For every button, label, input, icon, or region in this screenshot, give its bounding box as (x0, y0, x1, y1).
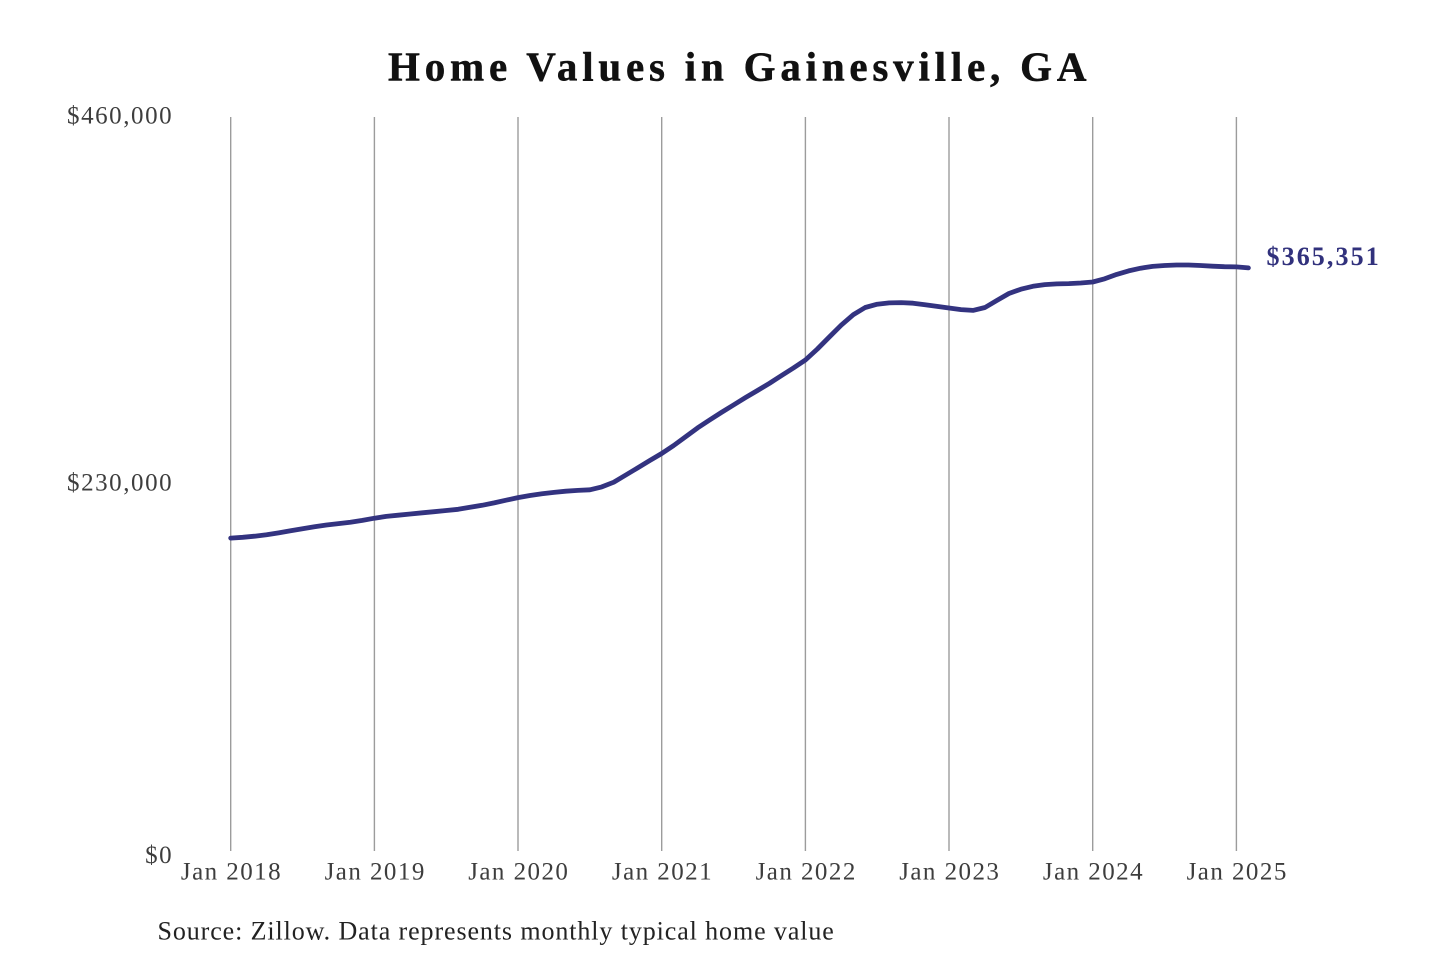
svg-text:$365,351: $365,351 (1267, 242, 1381, 271)
svg-text:Jan 2025: Jan 2025 (1187, 859, 1288, 886)
svg-text:Jan 2018: Jan 2018 (181, 859, 282, 886)
svg-text:Source: Zillow. Data represent: Source: Zillow. Data represents monthly … (158, 917, 835, 946)
svg-text:$0: $0 (145, 842, 173, 869)
svg-text:Jan 2024: Jan 2024 (1043, 859, 1144, 886)
svg-text:Home Values in Gainesville, GA: Home Values in Gainesville, GA (388, 44, 1091, 90)
svg-text:$460,000: $460,000 (67, 102, 173, 129)
svg-text:Jan 2023: Jan 2023 (899, 859, 1000, 886)
svg-text:Jan 2022: Jan 2022 (756, 859, 857, 886)
svg-text:Jan 2019: Jan 2019 (325, 859, 426, 886)
svg-text:Jan 2020: Jan 2020 (468, 859, 569, 886)
svg-text:Jan 2021: Jan 2021 (612, 859, 713, 886)
svg-text:$230,000: $230,000 (67, 469, 173, 496)
